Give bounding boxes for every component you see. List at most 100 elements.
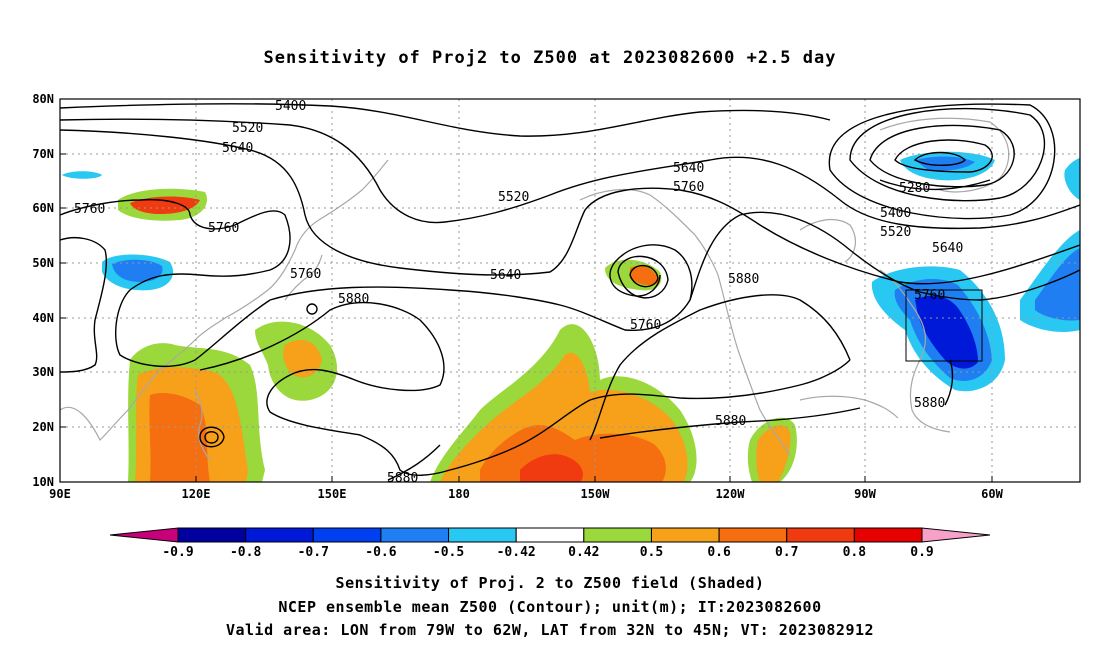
contour-label: 5760 bbox=[208, 221, 239, 236]
contour-low-1 bbox=[894, 139, 993, 173]
contour-5880-na bbox=[589, 294, 851, 441]
lat-label: 20N bbox=[32, 420, 54, 434]
colorbar-swatch bbox=[515, 527, 585, 543]
contour-label: 5760 bbox=[630, 318, 661, 333]
contour-low-5 bbox=[913, 151, 966, 166]
coast-japan bbox=[284, 254, 323, 301]
contour-5760-na bbox=[689, 211, 1080, 301]
chart-title: Sensitivity of Proj2 to Z500 at 20230826… bbox=[263, 48, 837, 68]
contour-5880-mex bbox=[599, 407, 861, 439]
contour-label: 5520 bbox=[232, 121, 263, 136]
colorbar-label: 0.8 bbox=[843, 545, 867, 560]
contour-label: 5400 bbox=[275, 99, 306, 114]
contour-label: 5880 bbox=[715, 414, 746, 429]
caption-line-3: Valid area: LON from 79W to 62W, LAT fro… bbox=[225, 621, 875, 639]
lat-label: 30N bbox=[32, 365, 54, 379]
colorbar-label: -0.9 bbox=[162, 545, 193, 560]
contour-label: 5880 bbox=[728, 272, 759, 287]
contour-ring-4 bbox=[199, 426, 225, 448]
shade-siberia-red bbox=[130, 196, 200, 214]
colorbar-swatch bbox=[853, 527, 923, 543]
lon-axis-labels: 90E 120E 150E 180 150W 120W 90W 60W bbox=[49, 487, 1003, 501]
shade-siberia-negative-dark bbox=[112, 259, 163, 282]
colorbar-swatch bbox=[718, 527, 788, 543]
coast-gulf bbox=[799, 395, 899, 419]
lat-label: 60N bbox=[32, 201, 54, 215]
lat-label: 10N bbox=[32, 475, 54, 489]
shade-gulfak-orange bbox=[630, 265, 660, 286]
colorbar-label: -0.7 bbox=[298, 545, 329, 560]
contour-label: 5520 bbox=[880, 225, 911, 240]
contour-5520 bbox=[60, 118, 1080, 230]
colorbar-label: 0.6 bbox=[707, 545, 731, 560]
contour-label: 5880 bbox=[914, 396, 945, 411]
colorbar-label: 0.7 bbox=[775, 545, 798, 560]
shade-eastus-negative-dark bbox=[915, 295, 978, 369]
graticule bbox=[60, 99, 1080, 482]
shade-asia-red bbox=[149, 393, 210, 482]
shade-arctic-negative bbox=[62, 171, 102, 179]
colorbar-label: -0.5 bbox=[433, 545, 464, 560]
sensitivity-shading bbox=[62, 151, 1080, 482]
shade-greenland-negative-mid bbox=[915, 156, 975, 171]
contour-5760-east bbox=[269, 244, 693, 332]
lon-label: 150W bbox=[581, 487, 611, 501]
contour-label: 5760 bbox=[673, 180, 704, 195]
contour-label: 5640 bbox=[673, 161, 704, 176]
lon-label: 120W bbox=[716, 487, 746, 501]
contour-label: 5880 bbox=[338, 292, 369, 307]
contour-5400 bbox=[60, 103, 831, 137]
shade-jp-orange bbox=[283, 340, 322, 378]
colorbar-swatch bbox=[786, 527, 855, 543]
shade-cpac-red bbox=[520, 454, 583, 482]
colorbar-swatch bbox=[650, 527, 720, 543]
contour-label: 5640 bbox=[222, 141, 253, 156]
contour-low-3 bbox=[849, 107, 1046, 202]
lat-label: 50N bbox=[32, 256, 54, 270]
colorbar-label: 0.5 bbox=[640, 545, 663, 560]
contour-label: 5520 bbox=[498, 190, 529, 205]
lon-label: 90E bbox=[49, 487, 71, 501]
z500-contours bbox=[60, 103, 1080, 481]
lat-label: 80N bbox=[32, 92, 54, 106]
contour-label: 5280 bbox=[899, 181, 930, 196]
colorbar-label: -0.8 bbox=[230, 545, 261, 560]
lon-label: 60W bbox=[981, 487, 1003, 501]
axis-ticks bbox=[59, 98, 993, 483]
contour-5880-sub bbox=[387, 444, 441, 481]
contour-label: 5880 bbox=[387, 471, 418, 486]
lon-label: 180 bbox=[448, 487, 470, 501]
contour-5760-tail bbox=[60, 237, 108, 373]
contour-5880-east bbox=[944, 359, 954, 406]
colorbar-label: -0.42 bbox=[497, 545, 536, 560]
colorbar-swatch bbox=[448, 527, 517, 543]
contour-label: 5760 bbox=[914, 288, 945, 303]
lat-label: 70N bbox=[32, 147, 54, 161]
contour-5760-west bbox=[60, 198, 291, 368]
lon-label: 90W bbox=[854, 487, 876, 501]
caption-line-1: Sensitivity of Proj. 2 to Z500 field (Sh… bbox=[335, 574, 765, 592]
coast-na-west bbox=[717, 274, 791, 456]
shade-atlantic-negative-mid bbox=[1035, 248, 1080, 321]
lon-label: 150E bbox=[318, 487, 347, 501]
contour-label: 5400 bbox=[880, 206, 911, 221]
colorbar-label: 0.42 bbox=[568, 545, 599, 560]
contour-ring-2 bbox=[617, 255, 669, 299]
colorbar-swatch bbox=[177, 527, 247, 543]
contour-ring-3 bbox=[204, 431, 219, 444]
colorbar-swatch bbox=[312, 527, 382, 543]
coast-asia bbox=[60, 159, 389, 442]
coast-philippines bbox=[194, 389, 211, 461]
contour-label: 5760 bbox=[290, 267, 321, 282]
plot-frame bbox=[59, 98, 1081, 483]
shade-atl-north-negative bbox=[1064, 158, 1080, 200]
caption-line-2: NCEP ensemble mean Z500 (Contour); unit(… bbox=[278, 598, 822, 616]
contour-5880-small bbox=[306, 303, 318, 315]
colorbar-right-arrow bbox=[921, 527, 991, 543]
lon-label: 120E bbox=[182, 487, 211, 501]
colorbar-label: -0.6 bbox=[365, 545, 396, 560]
contour-label: 5640 bbox=[932, 241, 963, 256]
contour-low-2 bbox=[869, 124, 1015, 188]
colorbar-left-arrow bbox=[109, 527, 179, 543]
